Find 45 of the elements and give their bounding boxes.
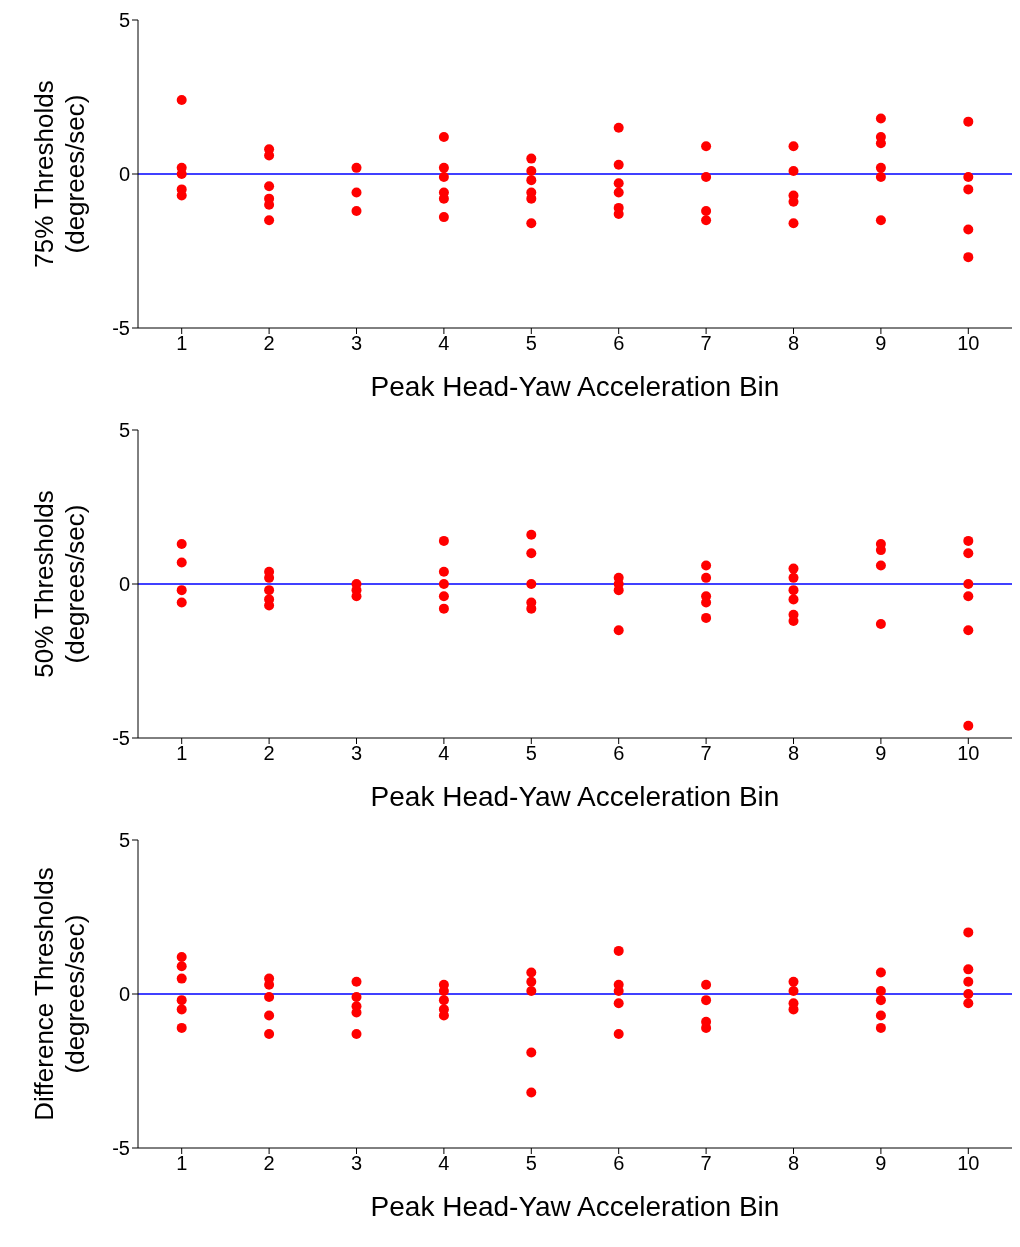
y-tick-label: -5 <box>112 727 130 750</box>
x-tick-label: 10 <box>957 1152 980 1175</box>
x-tick-label: 7 <box>700 742 712 765</box>
x-tick-label: 5 <box>525 742 537 765</box>
y-axis-title: 75% Thresholds (degrees/sec) <box>29 80 90 268</box>
x-tick-label: 3 <box>350 332 363 355</box>
x-tick-label: 4 <box>438 332 450 355</box>
y-tick-label: -5 <box>112 317 130 340</box>
x-tick-label: 1 <box>176 742 188 765</box>
x-axis-title: Peak Head-Yaw Acceleration Bin <box>370 371 780 402</box>
x-tick-label: 7 <box>700 332 712 355</box>
x-tick-label: 6 <box>613 332 625 355</box>
x-tick-label: 4 <box>438 1152 450 1175</box>
y-tick-label: 5 <box>118 829 130 852</box>
x-tick-label: 8 <box>787 742 800 765</box>
x-tick-label: 5 <box>525 332 537 355</box>
x-tick-label: 9 <box>875 1152 887 1175</box>
x-tick-label: 2 <box>263 332 275 355</box>
x-axis-title: Peak Head-Yaw Acceleration Bin <box>370 781 780 812</box>
y-tick-label: 0 <box>118 983 130 1006</box>
y-axis-title: Difference Thresholds (degrees/sec) <box>29 867 90 1121</box>
x-tick-label: 5 <box>525 1152 537 1175</box>
y-tick-label: 0 <box>118 163 130 186</box>
x-tick-label: 10 <box>957 332 980 355</box>
x-tick-label: 8 <box>787 332 800 355</box>
x-tick-label: 6 <box>613 1152 625 1175</box>
y-tick-label: -5 <box>112 1137 130 1160</box>
x-tick-label: 8 <box>787 1152 800 1175</box>
x-tick-label: 1 <box>176 332 188 355</box>
y-tick-label: 5 <box>118 419 130 442</box>
y-tick-label: 5 <box>118 9 130 32</box>
x-tick-label: 7 <box>700 1152 712 1175</box>
x-tick-label: 3 <box>350 742 363 765</box>
x-tick-label: 1 <box>176 1152 188 1175</box>
x-axis-title: Peak Head-Yaw Acceleration Bin <box>370 1191 780 1222</box>
x-tick-label: 3 <box>350 1152 363 1175</box>
x-tick-label: 2 <box>263 742 275 765</box>
x-tick-label: 10 <box>957 742 980 765</box>
x-tick-label: 9 <box>875 742 887 765</box>
y-tick-label: 0 <box>118 573 130 596</box>
x-tick-label: 9 <box>875 332 887 355</box>
y-axis-title: 50% Thresholds (degrees/sec) <box>29 490 90 678</box>
x-tick-label: 4 <box>438 742 450 765</box>
x-tick-label: 6 <box>613 742 625 765</box>
x-tick-label: 2 <box>263 1152 275 1175</box>
